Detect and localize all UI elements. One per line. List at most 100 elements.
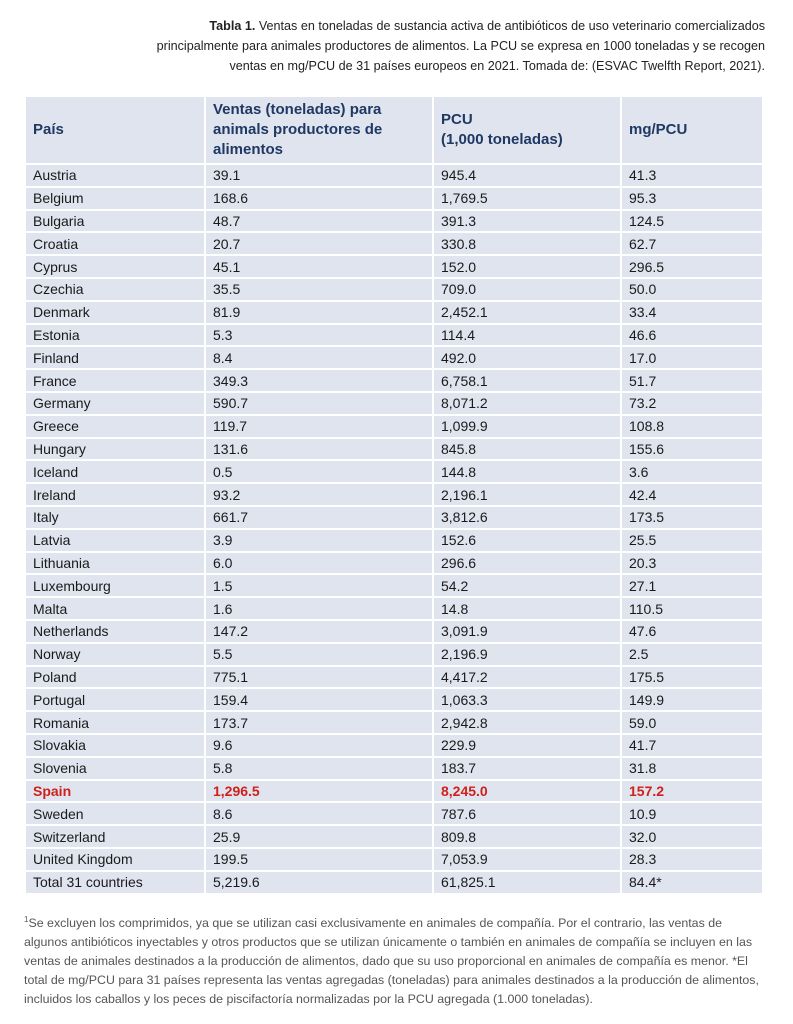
value-cell: 25.9 xyxy=(204,824,434,849)
value-cell: 296.5 xyxy=(620,254,764,279)
country-cell: Norway xyxy=(24,641,206,667)
value-cell: 32.0 xyxy=(620,824,764,849)
footnote: 1Se excluyen los comprimidos, ya que se … xyxy=(24,910,764,1009)
table-row: Slovakia 9.6 229.9 41.7 xyxy=(24,732,764,758)
value-cell: 3.6 xyxy=(620,459,764,485)
country-cell: United Kingdom xyxy=(24,846,206,872)
value-cell: 8,071.2 xyxy=(432,390,622,416)
table-row: Luxembourg 1.5 54.2 27.1 xyxy=(24,573,764,599)
value-cell: 25.5 xyxy=(620,527,764,553)
country-cell: Slovenia xyxy=(24,755,206,781)
table-row: Austria 39.1 945.4 41.3 xyxy=(24,163,764,188)
value-cell: 8,245.0 xyxy=(432,778,622,804)
value-cell: 183.7 xyxy=(432,755,622,781)
value-cell: 1,769.5 xyxy=(432,185,622,211)
country-cell: Luxembourg xyxy=(24,573,206,599)
country-cell: Denmark xyxy=(24,299,206,325)
table-row: Greece 119.7 1,099.9 108.8 xyxy=(24,413,764,439)
header-line: mg/PCU xyxy=(629,121,688,138)
value-cell: 114.4 xyxy=(432,322,622,348)
value-cell: 119.7 xyxy=(204,413,434,439)
table-row: Hungary 131.6 845.8 155.6 xyxy=(24,436,764,462)
country-cell: Austria xyxy=(24,163,206,188)
table-row: Switzerland 25.9 809.8 32.0 xyxy=(24,824,764,849)
table-row: Cyprus 45.1 152.0 296.5 xyxy=(24,254,764,279)
value-cell: 147.2 xyxy=(204,618,434,644)
value-cell: 391.3 xyxy=(432,208,622,234)
value-cell: 20.3 xyxy=(620,550,764,576)
value-cell: 73.2 xyxy=(620,390,764,416)
table-row: Latvia 3.9 152.6 25.5 xyxy=(24,527,764,553)
table-row: Germany 590.7 8,071.2 73.2 xyxy=(24,390,764,416)
value-cell: 2,196.9 xyxy=(432,641,622,667)
value-cell: 61,825.1 xyxy=(432,869,622,895)
table-row: Spain 1,296.5 8,245.0 157.2 xyxy=(24,778,764,804)
country-cell: Germany xyxy=(24,390,206,416)
country-cell: Switzerland xyxy=(24,824,206,849)
country-cell: France xyxy=(24,368,206,393)
value-cell: 6,758.1 xyxy=(432,368,622,393)
value-cell: 51.7 xyxy=(620,368,764,393)
country-cell: Lithuania xyxy=(24,550,206,576)
table-row: Iceland 0.5 144.8 3.6 xyxy=(24,459,764,485)
value-cell: 330.8 xyxy=(432,231,622,257)
table-row: United Kingdom 199.5 7,053.9 28.3 xyxy=(24,846,764,872)
value-cell: 175.5 xyxy=(620,664,764,690)
value-cell: 41.7 xyxy=(620,732,764,758)
value-cell: 229.9 xyxy=(432,732,622,758)
value-cell: 8.4 xyxy=(204,345,434,371)
value-cell: 108.8 xyxy=(620,413,764,439)
table-row: Estonia 5.3 114.4 46.6 xyxy=(24,322,764,348)
value-cell: 149.9 xyxy=(620,687,764,713)
country-cell: Croatia xyxy=(24,231,206,257)
value-cell: 31.8 xyxy=(620,755,764,781)
table-row: Croatia 20.7 330.8 62.7 xyxy=(24,231,764,257)
value-cell: 20.7 xyxy=(204,231,434,257)
value-cell: 1,296.5 xyxy=(204,778,434,804)
country-cell: Greece xyxy=(24,413,206,439)
value-cell: 28.3 xyxy=(620,846,764,872)
country-cell: Latvia xyxy=(24,527,206,553)
country-cell: Belgium xyxy=(24,185,206,211)
header-line: alimentos xyxy=(213,141,284,158)
country-cell: Bulgaria xyxy=(24,208,206,234)
value-cell: 1,063.3 xyxy=(432,687,622,713)
value-cell: 349.3 xyxy=(204,368,434,393)
caption-text: Ventas en toneladas de sustancia activa … xyxy=(156,19,765,73)
value-cell: 144.8 xyxy=(432,459,622,485)
table-row: Finland 8.4 492.0 17.0 xyxy=(24,345,764,371)
value-cell: 45.1 xyxy=(204,254,434,279)
value-cell: 2,452.1 xyxy=(432,299,622,325)
value-cell: 93.2 xyxy=(204,482,434,507)
header-line: Ventas (toneladas) para xyxy=(213,101,382,118)
value-cell: 1,099.9 xyxy=(432,413,622,439)
value-cell: 709.0 xyxy=(432,276,622,302)
table-row: Belgium 168.6 1,769.5 95.3 xyxy=(24,185,764,211)
table-row: Portugal 159.4 1,063.3 149.9 xyxy=(24,687,764,713)
value-cell: 787.6 xyxy=(432,801,622,827)
value-cell: 6.0 xyxy=(204,550,434,576)
value-cell: 3.9 xyxy=(204,527,434,553)
header-cell: País xyxy=(24,95,206,165)
country-cell: Spain xyxy=(24,778,206,804)
table-body: Austria 39.1 945.4 41.3 Belgium 168.6 1,769.5 9… xyxy=(24,163,764,895)
country-cell: Iceland xyxy=(24,459,206,485)
footnote-marker: 1 xyxy=(24,915,29,924)
value-cell: 48.7 xyxy=(204,208,434,234)
value-cell: 54.2 xyxy=(432,573,622,599)
value-cell: 1.6 xyxy=(204,596,434,621)
value-cell: 155.6 xyxy=(620,436,764,462)
value-cell: 50.0 xyxy=(620,276,764,302)
country-cell: Cyprus xyxy=(24,254,206,279)
country-cell: Hungary xyxy=(24,436,206,462)
header-line: PCU xyxy=(441,111,473,128)
value-cell: 42.4 xyxy=(620,482,764,507)
value-cell: 84.4* xyxy=(620,869,764,895)
value-cell: 5.3 xyxy=(204,322,434,348)
country-cell: Sweden xyxy=(24,801,206,827)
value-cell: 14.8 xyxy=(432,596,622,621)
table-row: Poland 775.1 4,417.2 175.5 xyxy=(24,664,764,690)
value-cell: 2,942.8 xyxy=(432,710,622,735)
table-row: Slovenia 5.8 183.7 31.8 xyxy=(24,755,764,781)
value-cell: 41.3 xyxy=(620,163,764,188)
